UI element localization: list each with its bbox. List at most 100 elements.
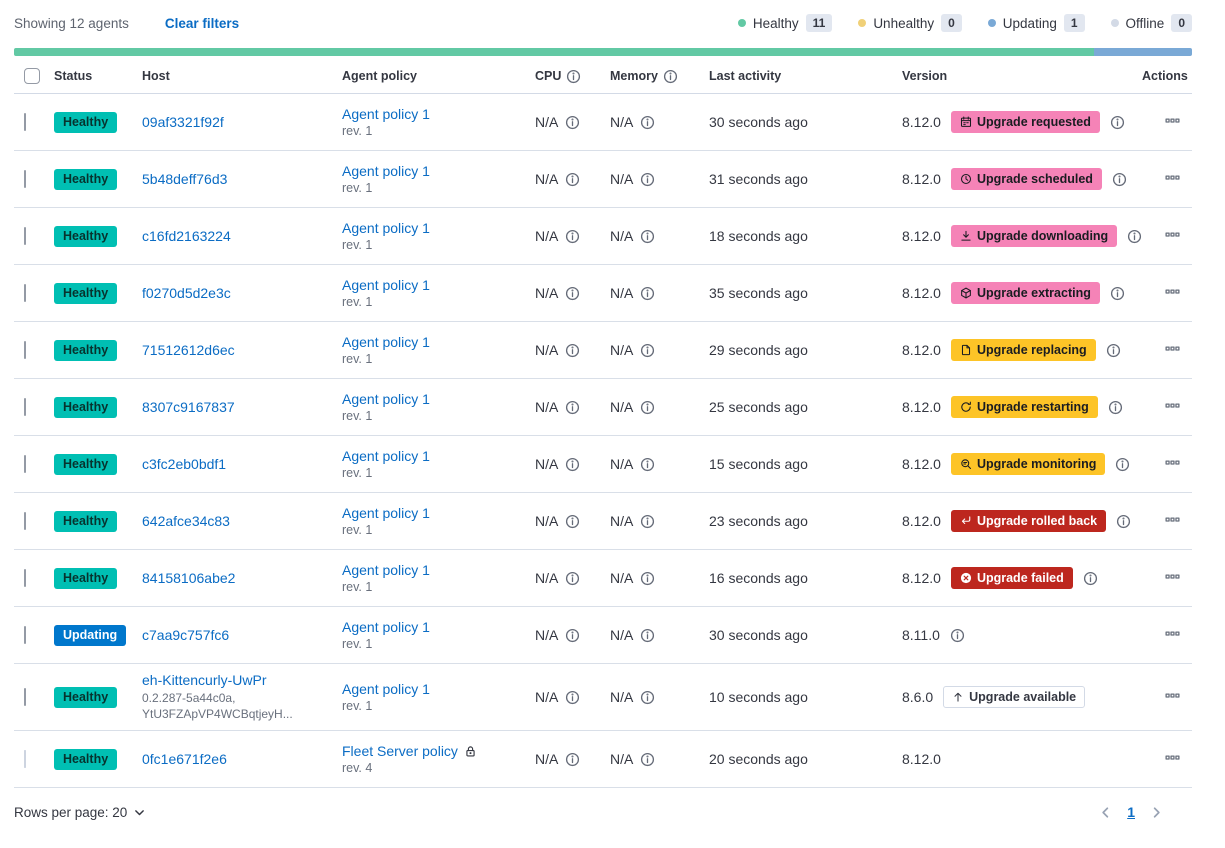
upgrade-info-icon[interactable] bbox=[1110, 115, 1125, 130]
upgrade-info-icon[interactable] bbox=[1127, 229, 1142, 244]
version-value: 8.12.0 bbox=[902, 114, 941, 130]
agent-policy-link[interactable]: Agent policy 1 bbox=[342, 391, 430, 407]
agent-policy-link[interactable]: Agent policy 1 bbox=[342, 106, 430, 122]
row-checkbox[interactable] bbox=[24, 688, 26, 707]
agent-policy-link[interactable]: Agent policy 1 bbox=[342, 619, 430, 635]
row-actions-button[interactable] bbox=[1165, 284, 1180, 299]
host-link[interactable]: 0fc1e671f2e6 bbox=[142, 751, 227, 768]
row-checkbox[interactable] bbox=[24, 569, 26, 587]
row-actions-button[interactable] bbox=[1165, 626, 1180, 641]
info-icon[interactable] bbox=[565, 690, 580, 705]
row-actions-button[interactable] bbox=[1165, 455, 1180, 470]
row-checkbox[interactable] bbox=[24, 227, 26, 245]
agent-policy-link[interactable]: Agent policy 1 bbox=[342, 448, 430, 464]
row-checkbox[interactable] bbox=[24, 341, 26, 359]
info-icon[interactable] bbox=[565, 172, 580, 187]
cpu-info-icon[interactable] bbox=[566, 69, 581, 84]
previous-page-button[interactable] bbox=[1098, 805, 1113, 820]
row-checkbox[interactable] bbox=[24, 626, 26, 644]
page-1-button[interactable]: 1 bbox=[1127, 804, 1135, 821]
host-link[interactable]: 8307c9167837 bbox=[142, 399, 235, 415]
info-icon[interactable] bbox=[565, 115, 580, 130]
agent-policy-link[interactable]: Agent policy 1 bbox=[342, 163, 430, 179]
info-icon[interactable] bbox=[565, 343, 580, 358]
row-checkbox[interactable] bbox=[24, 170, 26, 188]
upgrade-info-icon[interactable] bbox=[1110, 286, 1125, 301]
info-icon[interactable] bbox=[640, 690, 655, 705]
row-actions-button[interactable] bbox=[1165, 569, 1180, 584]
memory-info-icon[interactable] bbox=[663, 69, 678, 84]
table-row: Healthy 84158106abe2 Agent policy 1 rev.… bbox=[14, 550, 1192, 607]
info-icon[interactable] bbox=[640, 571, 655, 586]
next-page-button[interactable] bbox=[1149, 805, 1164, 820]
host-link[interactable]: 09af3321f92f bbox=[142, 114, 224, 130]
row-checkbox[interactable] bbox=[24, 284, 26, 302]
row-actions-button[interactable] bbox=[1165, 113, 1180, 128]
agent-policy-link[interactable]: Fleet Server policy bbox=[342, 743, 458, 760]
host-link[interactable]: c16fd2163224 bbox=[142, 228, 231, 244]
agent-policy-link[interactable]: Agent policy 1 bbox=[342, 334, 430, 350]
upgrade-info-icon[interactable] bbox=[1115, 457, 1130, 472]
rows-per-page-button[interactable]: Rows per page: 20 bbox=[14, 805, 146, 820]
select-all-checkbox[interactable] bbox=[24, 68, 40, 84]
row-actions-button[interactable] bbox=[1165, 170, 1180, 185]
info-icon[interactable] bbox=[640, 628, 655, 643]
legend-item-updating: Updating 1 bbox=[987, 14, 1085, 32]
row-checkbox[interactable] bbox=[24, 113, 26, 131]
policy-revision: rev. 1 bbox=[342, 637, 373, 651]
info-icon[interactable] bbox=[640, 400, 655, 415]
info-icon[interactable] bbox=[565, 571, 580, 586]
host-link[interactable]: 71512612d6ec bbox=[142, 342, 235, 358]
host-link[interactable]: f0270d5d2e3c bbox=[142, 285, 231, 301]
upgrade-info-icon[interactable] bbox=[1116, 514, 1131, 529]
clear-filters-link[interactable]: Clear filters bbox=[164, 15, 240, 31]
info-icon[interactable] bbox=[640, 514, 655, 529]
info-icon[interactable] bbox=[565, 400, 580, 415]
info-icon[interactable] bbox=[565, 229, 580, 244]
upgrade-info-icon[interactable] bbox=[1083, 571, 1098, 586]
host-link[interactable]: c3fc2eb0bdf1 bbox=[142, 456, 227, 472]
cpu-value: N/A bbox=[535, 513, 559, 529]
agent-policy-link[interactable]: Agent policy 1 bbox=[342, 220, 430, 236]
info-icon[interactable] bbox=[640, 752, 655, 767]
info-icon[interactable] bbox=[565, 457, 580, 472]
row-actions-button[interactable] bbox=[1165, 512, 1180, 527]
row-actions-button[interactable] bbox=[1165, 688, 1180, 703]
info-icon[interactable] bbox=[565, 752, 580, 767]
policy-revision: rev. 1 bbox=[342, 352, 373, 366]
agent-policy-link[interactable]: Agent policy 1 bbox=[342, 681, 430, 698]
last-activity: 29 seconds ago bbox=[709, 342, 808, 358]
info-icon[interactable] bbox=[640, 286, 655, 301]
info-icon[interactable] bbox=[640, 229, 655, 244]
info-icon[interactable] bbox=[640, 115, 655, 130]
agent-policy-link[interactable]: Agent policy 1 bbox=[342, 277, 430, 293]
host-link[interactable]: 642afce34c83 bbox=[142, 513, 230, 529]
row-actions-button[interactable] bbox=[1165, 398, 1180, 413]
row-checkbox[interactable] bbox=[24, 512, 26, 530]
info-icon[interactable] bbox=[640, 343, 655, 358]
legend-item-healthy: Healthy 11 bbox=[737, 14, 833, 32]
info-icon[interactable] bbox=[565, 628, 580, 643]
agent-policy-link[interactable]: Agent policy 1 bbox=[342, 562, 430, 578]
policy-revision: rev. 1 bbox=[342, 295, 373, 309]
host-link[interactable]: eh-Kittencurly-UwPr bbox=[142, 672, 267, 688]
upgrade-info-icon[interactable] bbox=[1112, 172, 1127, 187]
row-checkbox[interactable] bbox=[24, 750, 26, 769]
host-link[interactable]: 5b48deff76d3 bbox=[142, 171, 228, 187]
host-link[interactable]: c7aa9c757fc6 bbox=[142, 627, 230, 643]
upgrade-info-icon[interactable] bbox=[950, 628, 965, 643]
info-icon[interactable] bbox=[565, 286, 580, 301]
row-actions-button[interactable] bbox=[1165, 341, 1180, 356]
row-actions-button[interactable] bbox=[1165, 227, 1180, 242]
info-icon[interactable] bbox=[640, 457, 655, 472]
agent-policy-link[interactable]: Agent policy 1 bbox=[342, 505, 430, 521]
last-activity: 10 seconds ago bbox=[709, 689, 808, 706]
upgrade-info-icon[interactable] bbox=[1108, 400, 1123, 415]
row-actions-button[interactable] bbox=[1165, 750, 1180, 765]
info-icon[interactable] bbox=[640, 172, 655, 187]
row-checkbox[interactable] bbox=[24, 398, 26, 416]
info-icon[interactable] bbox=[565, 514, 580, 529]
row-checkbox[interactable] bbox=[24, 455, 26, 473]
host-link[interactable]: 84158106abe2 bbox=[142, 570, 236, 586]
upgrade-info-icon[interactable] bbox=[1106, 343, 1121, 358]
